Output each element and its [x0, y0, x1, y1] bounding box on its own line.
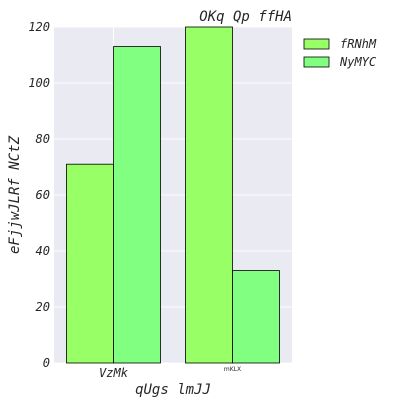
bar-NyMYC-VzMk [113, 46, 161, 364]
y-tick-label: 20 [36, 300, 50, 314]
x-tick-label: mKLX [224, 366, 241, 373]
legend-label: NyMYC [339, 55, 377, 69]
bar-fRNhM-mKLX [185, 26, 233, 364]
y-tick-label: 100 [28, 76, 50, 90]
x-tick-label: VzMk [99, 366, 129, 380]
y-tick-label: 80 [36, 132, 50, 146]
bar-fRNhM-VzMk [66, 163, 114, 364]
y-tick-labels: 0 20 40 60 80 100 120 [28, 20, 50, 370]
y-tick-label: 0 [43, 356, 50, 370]
x-tick-labels: VzMk mKLX [99, 366, 241, 380]
y-tick-label: 120 [28, 20, 50, 34]
x-axis-label: qUgs lmJJ [135, 382, 211, 398]
legend: fRNhM NyMYC [303, 37, 377, 69]
chart-title: OKq Qp ffHA [199, 9, 292, 25]
y-axis-label: eFjjwJLRf NCtZ [7, 135, 23, 254]
y-tick-label: 40 [36, 244, 50, 258]
legend-swatch [303, 56, 330, 68]
bars [66, 26, 280, 364]
legend-swatch [303, 38, 330, 50]
bar-NyMYC-mKLX [232, 270, 280, 364]
legend-label: fRNhM [340, 37, 377, 51]
y-tick-label: 60 [36, 188, 50, 202]
